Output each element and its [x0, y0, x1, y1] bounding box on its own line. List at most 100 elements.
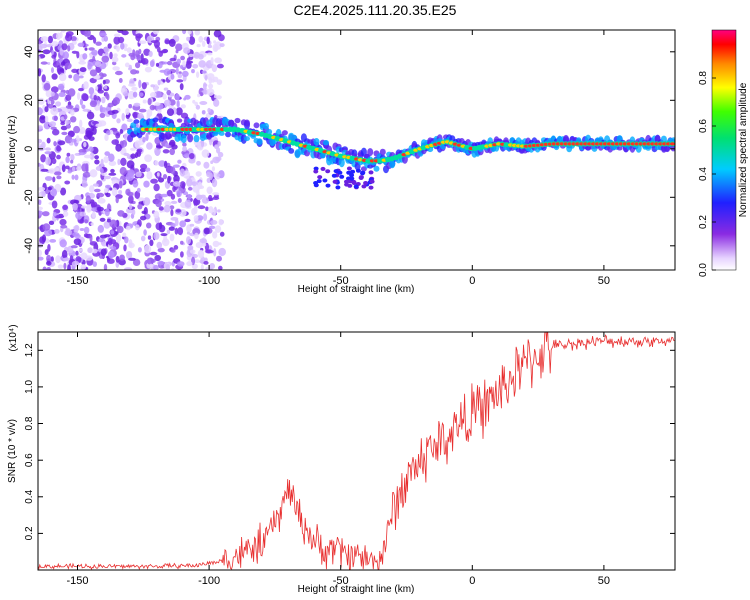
heatmap-noise-cell	[65, 156, 70, 164]
heatmap-noise-cell	[66, 152, 71, 157]
heatmap-noise-cell	[67, 170, 72, 174]
heatmap-noise-cell	[128, 64, 132, 70]
heatmap-noise-cell	[144, 154, 153, 163]
x-tick-label: -100	[198, 275, 220, 287]
heatmap-noise-cell	[145, 167, 151, 173]
heatmap-noise-cell	[113, 33, 121, 38]
heatmap-noise-cell	[193, 51, 200, 59]
heatmap-noise-cell	[111, 109, 119, 114]
heatmap-noise-cell	[99, 217, 106, 222]
heatmap-noise-cell	[51, 67, 54, 74]
heatmap-ridge-cell	[288, 148, 295, 154]
heatmap-noise-cell	[143, 229, 147, 236]
heatmap-noise-cell	[186, 261, 193, 267]
heatmap-noise-cell	[137, 60, 144, 64]
heatmap-noise-cell	[193, 215, 199, 222]
heatmap-noise-cell	[38, 210, 44, 216]
heatmap-noise-cell	[214, 144, 219, 150]
heatmap-noise-cell	[96, 206, 104, 212]
heatmap-noise-cell	[155, 199, 162, 208]
heatmap-lobe-cell	[313, 169, 319, 174]
heatmap-noise-cell	[214, 225, 222, 233]
heatmap-noise-cell	[70, 154, 75, 161]
heatmap-noise-cell	[109, 51, 113, 60]
heatmap-noise-cell	[51, 54, 57, 59]
heatmap-noise-cell	[50, 91, 55, 97]
heatmap-noise-cell	[186, 57, 191, 66]
x-tick-label: -50	[333, 275, 349, 287]
heatmap-noise-cell	[61, 164, 66, 173]
heatmap-noise-cell	[214, 57, 223, 64]
heatmap-noise-cell	[121, 123, 128, 131]
heatmap-noise-cell	[82, 108, 91, 112]
heatmap-noise-cell	[90, 222, 94, 226]
heatmap-noise-cell	[187, 194, 192, 200]
heatmap-noise-cell	[194, 101, 198, 107]
heatmap-noise-cell	[81, 180, 88, 188]
heatmap-noise-cell	[137, 113, 144, 120]
heatmap-ridge-cell	[373, 165, 380, 172]
heatmap-noise-cell	[94, 159, 100, 165]
heatmap-noise-cell	[162, 61, 168, 65]
heatmap-noise-cell	[104, 187, 109, 194]
heatmap-noise-cell	[211, 79, 215, 83]
heatmap-noise-cell	[213, 30, 222, 38]
heatmap-noise-cell	[110, 230, 115, 235]
heatmap-noise-cell	[142, 136, 146, 143]
heatmap-lobe-cell	[335, 185, 341, 190]
heatmap-lobe-cell	[368, 185, 374, 190]
heatmap-noise-cell	[38, 199, 42, 206]
y-tick-label: 1.0	[24, 380, 35, 394]
heatmap-noise-cell	[44, 176, 53, 181]
snr-ticks: -150 -100 -50 0 50 0.2 0.4 0.6 0.8 1.0 1.2	[24, 332, 675, 587]
heatmap-lobe-cell	[325, 183, 331, 188]
heatmap-noise-cell	[118, 180, 123, 189]
heatmap-noise-cell	[56, 32, 61, 40]
colorbar-ticks: 0.0 0.2 0.4 0.6 0.8	[698, 71, 716, 277]
heatmap-noise-cell	[55, 255, 61, 264]
heatmap-lobe-cell	[358, 175, 364, 180]
heatmap-noise-cell	[108, 172, 117, 176]
heatmap-noise-cell	[128, 242, 135, 249]
heatmap-noise-cell	[94, 74, 101, 79]
y-tick-label: 0	[23, 146, 35, 152]
heatmap-noise-cell	[135, 171, 142, 178]
heatmap-noise-cell	[42, 211, 50, 217]
snr-plot-area	[38, 332, 675, 570]
heatmap-noise-cell	[53, 115, 58, 122]
heatmap-noise-cell	[107, 258, 115, 264]
heatmap-noise-cell	[39, 43, 48, 49]
heatmap-noise-cell	[164, 160, 168, 169]
heatmap-noise-cell	[154, 147, 161, 156]
heatmap-noise-cell	[142, 58, 146, 65]
heatmap-noise-cell	[202, 82, 207, 91]
heatmap-noise-cell	[105, 192, 111, 198]
heatmap-noise-cell	[166, 229, 171, 235]
heatmap-noise-cell	[179, 168, 186, 177]
heatmap-noise-cell	[115, 132, 121, 139]
heatmap-noise-cell	[164, 39, 171, 45]
heatmap-noise-cell	[126, 251, 133, 259]
heatmap-ridge-cell	[616, 146, 623, 151]
heatmap-noise-cell	[191, 181, 197, 187]
heatmap-noise-cell	[149, 251, 158, 256]
heatmap-noise-cell	[170, 209, 174, 217]
heatmap-noise-cell	[215, 156, 222, 162]
colorbar-tick-label: 0.6	[698, 119, 709, 133]
heatmap-noise-cell	[216, 173, 221, 177]
heatmap-noise-cell	[77, 92, 81, 100]
heatmap-noise-cell	[120, 157, 127, 166]
heatmap-noise-cell	[196, 44, 201, 48]
heatmap-noise-cell	[138, 92, 144, 97]
heatmap-noise-cell	[130, 147, 136, 151]
heatmap-noise-cell	[78, 248, 83, 252]
heatmap-noise-cell	[198, 36, 204, 43]
heatmap-noise-cell	[175, 209, 182, 213]
heatmap-noise-cell	[56, 65, 61, 74]
heatmap-noise-cell	[189, 223, 195, 227]
heatmap-noise-cell	[41, 74, 46, 83]
heatmap-noise-cell	[65, 104, 74, 109]
heatmap-noise-cell	[191, 69, 195, 74]
heatmap-noise-cell	[195, 242, 203, 249]
heatmap-noise-cell	[71, 68, 78, 73]
